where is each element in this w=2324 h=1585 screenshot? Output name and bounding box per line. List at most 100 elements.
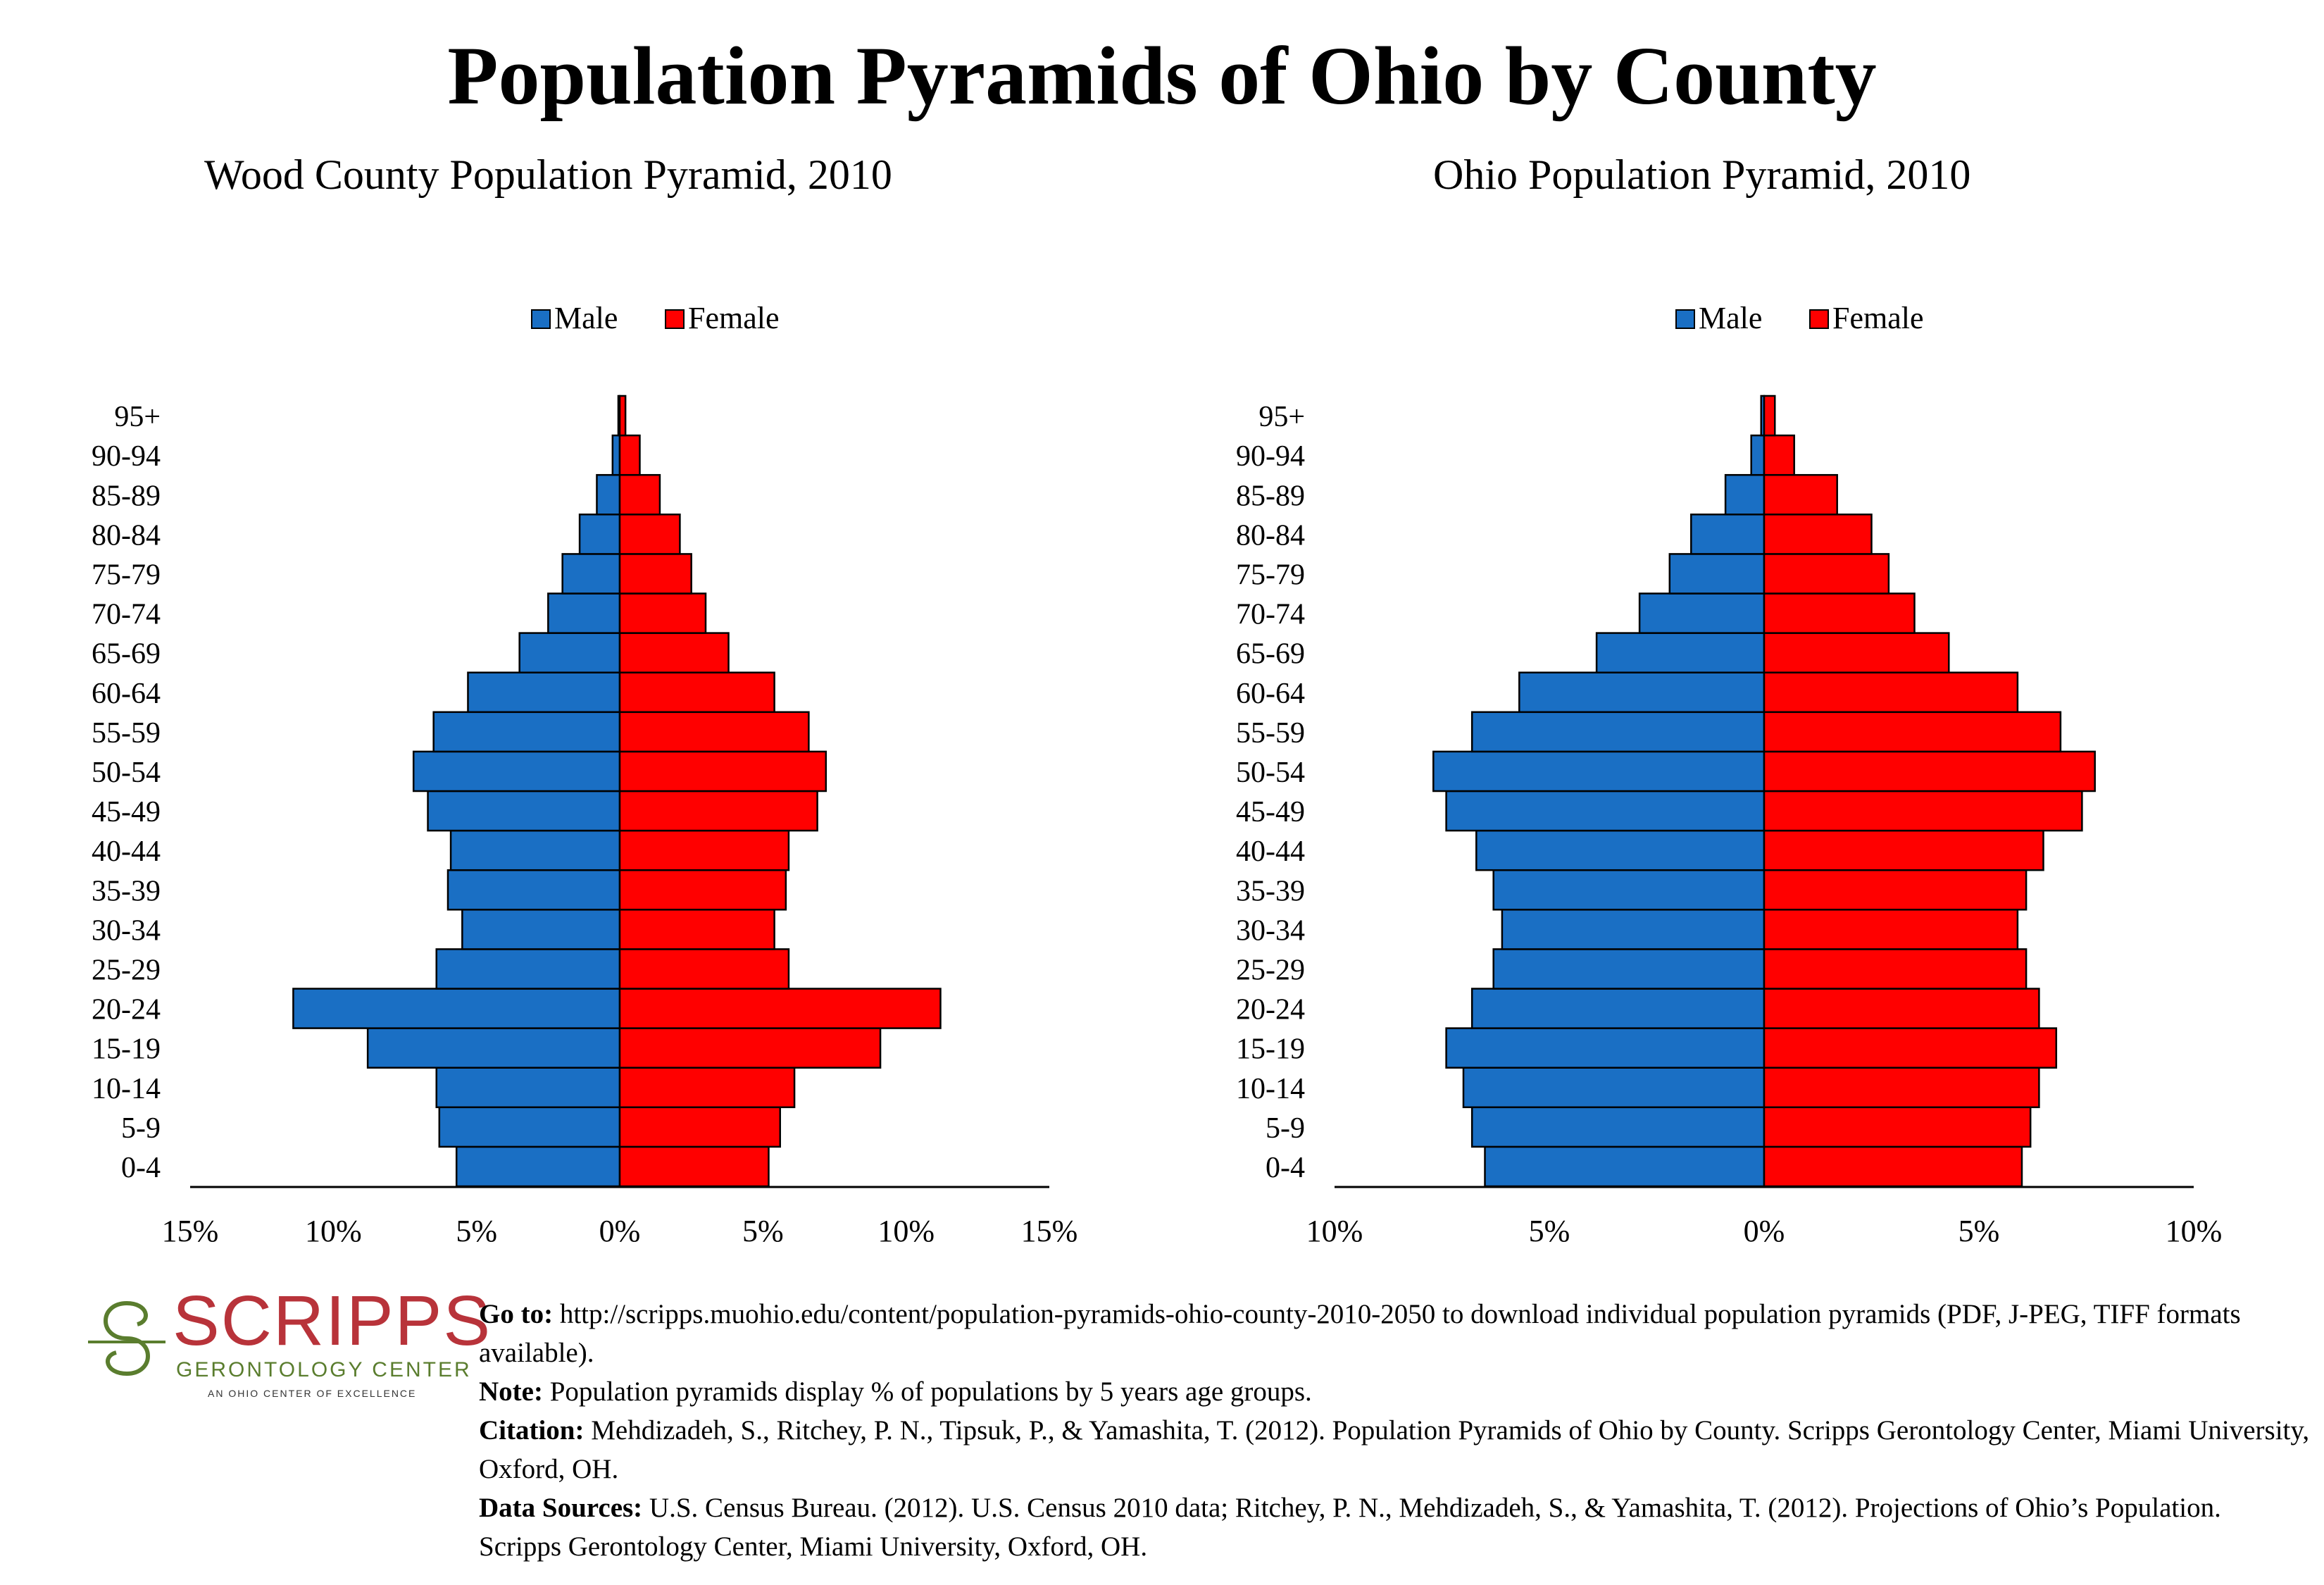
pyramid-charts: Wood County Population Pyramid, 2010 Male…	[92, 151, 2223, 1248]
female-bar	[618, 1027, 882, 1069]
male-bar	[1595, 632, 1766, 673]
sources-text: U.S. Census Bureau. (2012). U.S. Census …	[479, 1493, 2221, 1562]
note-text: Population pyramids display % of populat…	[542, 1376, 1312, 1407]
female-bar	[618, 1106, 781, 1148]
age-group-label: 90-94	[92, 440, 161, 473]
x-tick-label: 0%	[599, 1214, 641, 1248]
male-bar	[1492, 948, 1766, 990]
x-tick-label: 10%	[305, 1214, 362, 1248]
x-tick-label: 10%	[1306, 1214, 1363, 1248]
sources-label: Data Sources:	[479, 1493, 643, 1523]
female-bar	[618, 829, 790, 871]
logo-tagline: AN OHIO CENTER OF EXCELLENCE	[208, 1388, 417, 1399]
logo-subtitle: GERONTOLOGY CENTER	[176, 1358, 472, 1381]
male-bar	[432, 711, 621, 753]
legend-male-label: Male	[1699, 301, 1762, 335]
male-bar	[435, 1067, 621, 1109]
female-bar	[1763, 592, 1916, 634]
age-group-label: 55-59	[92, 717, 161, 750]
age-group-label: 20-24	[1236, 994, 1305, 1026]
male-bar	[438, 1106, 621, 1148]
male-bar	[1492, 869, 1766, 911]
female-bar	[618, 948, 790, 990]
legend-male-label: Male	[554, 301, 618, 335]
citation-line: Citation: Mehdizadeh, S., Ritchey, P. N.…	[479, 1411, 2310, 1488]
age-group-label: 0-4	[1266, 1152, 1305, 1184]
legend-male-swatch	[531, 309, 551, 329]
age-group-label: 55-59	[1236, 717, 1305, 750]
legend-female-swatch	[665, 309, 685, 329]
female-bar	[1763, 514, 1873, 555]
legend-female-label: Female	[1832, 301, 1924, 335]
age-group-label: 80-84	[1236, 519, 1305, 552]
male-bar	[1750, 434, 1766, 476]
age-group-label: 50-54	[1236, 757, 1305, 789]
chart-title: Wood County Population Pyramid, 2010	[204, 151, 892, 198]
age-group-label: 65-69	[92, 638, 161, 671]
male-bar	[412, 750, 621, 792]
female-bar	[618, 394, 627, 437]
male-bar	[1518, 671, 1766, 714]
page-title: Population Pyramids of Ohio by County	[447, 30, 1877, 122]
age-group-label: 95+	[114, 401, 161, 433]
x-tick-label: 10%	[877, 1214, 935, 1248]
female-bar	[618, 909, 775, 950]
male-bar	[1445, 790, 1766, 832]
age-group-label: 35-39	[92, 875, 161, 907]
female-bar	[618, 1067, 796, 1109]
male-bar	[1475, 829, 1766, 871]
age-group-label: 95+	[1258, 401, 1305, 433]
sources-line: Data Sources: U.S. Census Bureau. (2012)…	[479, 1488, 2310, 1566]
x-tick-label: 5%	[742, 1214, 784, 1248]
female-bar	[618, 1145, 770, 1188]
x-tick-label: 15%	[162, 1214, 219, 1248]
male-bar	[518, 632, 621, 673]
age-group-label: 60-64	[92, 678, 161, 710]
male-bar	[1668, 553, 1766, 595]
age-group-label: 40-44	[92, 835, 161, 868]
female-bar	[618, 790, 818, 832]
goto-text: http://scripps.muohio.edu/content/popula…	[479, 1299, 2241, 1368]
male-bar	[461, 909, 621, 950]
age-group-label: 0-4	[121, 1152, 161, 1184]
female-bar	[618, 473, 661, 516]
female-bar	[1763, 711, 2062, 753]
male-bar	[449, 829, 621, 871]
male-bar	[1690, 514, 1766, 555]
male-bar	[1724, 473, 1766, 516]
female-bar	[618, 711, 810, 753]
female-bar	[618, 632, 730, 673]
age-group-label: 45-49	[1236, 796, 1305, 828]
note-line: Note: Population pyramids display % of p…	[479, 1372, 2310, 1411]
male-bar	[467, 671, 621, 714]
male-bar	[1470, 988, 1766, 1029]
age-group-label: 60-64	[1236, 678, 1305, 710]
female-bar	[1763, 1067, 2040, 1109]
male-bar	[1445, 1027, 1766, 1069]
male-bar	[578, 514, 621, 555]
x-tick-label: 10%	[2166, 1214, 2223, 1248]
legend-female-label: Female	[688, 301, 780, 335]
goto-label: Go to:	[479, 1299, 554, 1329]
age-group-label: 30-34	[1236, 914, 1305, 947]
male-bar	[1501, 909, 1766, 950]
legend-female-swatch	[1809, 309, 1829, 329]
male-bar	[455, 1145, 621, 1188]
age-group-label: 45-49	[92, 796, 161, 828]
citation-text: Mehdizadeh, S., Ritchey, P. N., Tipsuk, …	[479, 1415, 2310, 1484]
male-bar	[596, 473, 621, 516]
male-bar	[435, 948, 621, 990]
female-bar	[1763, 829, 2044, 871]
female-bar	[1763, 948, 2028, 990]
age-group-label: 40-44	[1236, 835, 1305, 868]
female-bar	[618, 869, 787, 911]
age-group-label: 15-19	[92, 1033, 161, 1066]
age-group-label: 65-69	[1236, 638, 1305, 671]
female-bar	[618, 553, 692, 595]
scripps-swirl-icon	[88, 1301, 165, 1376]
goto-line: Go to: http://scripps.muohio.edu/content…	[479, 1295, 2310, 1372]
age-group-label: 25-29	[1236, 954, 1305, 986]
age-group-label: 10-14	[1236, 1073, 1305, 1105]
age-group-label: 10-14	[92, 1073, 161, 1105]
female-bar	[1763, 988, 2040, 1029]
